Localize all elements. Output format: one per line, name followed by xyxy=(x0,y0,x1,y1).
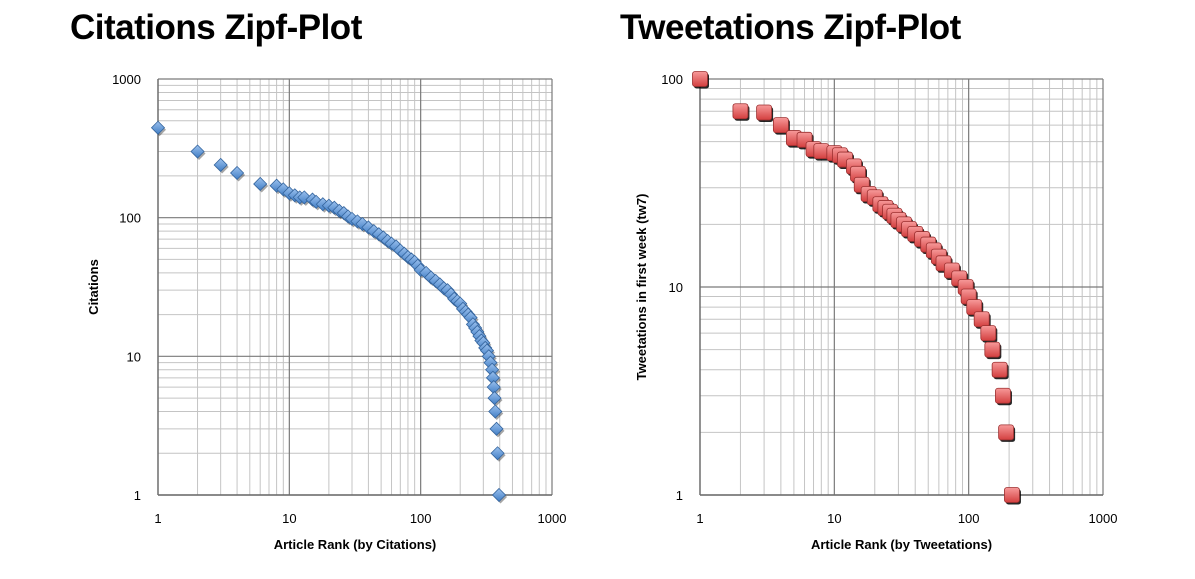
data-point xyxy=(253,176,269,193)
x-tick-label: 1000 xyxy=(538,511,567,526)
data-point xyxy=(213,157,229,174)
y-tick-label: 100 xyxy=(661,72,683,87)
x-tick-label: 1 xyxy=(154,511,161,526)
x-axis-label: Article Rank (by Tweetations) xyxy=(811,537,992,552)
chart-title: Tweetations Zipf-Plot xyxy=(620,8,961,47)
data-point xyxy=(692,71,709,89)
data-points xyxy=(692,71,1021,505)
data-points xyxy=(150,120,508,504)
data-point xyxy=(973,311,991,329)
x-tick-label: 1 xyxy=(696,511,703,526)
y-axis-label: Tweetations in first week (tw7) xyxy=(634,194,649,381)
data-point xyxy=(490,446,506,462)
data-point xyxy=(486,380,502,396)
tweetations-chart-panel: Tweetations Zipf-Plot 1 10 100 1000 1 10 100 Ar… xyxy=(598,0,1195,579)
y-tick-label: 100 xyxy=(119,211,141,226)
citations-plot: 1 10 100 1000 1 10 100 1000 Article Rank (by Cit… xyxy=(86,72,567,552)
chart-title: Citations Zipf-Plot xyxy=(70,8,362,47)
data-point xyxy=(190,144,206,161)
data-point xyxy=(995,387,1012,406)
data-point xyxy=(491,487,508,504)
y-tick-label: 10 xyxy=(669,280,683,295)
grid-lines xyxy=(699,78,1104,496)
data-point xyxy=(1004,487,1021,505)
data-point xyxy=(487,391,503,407)
data-point xyxy=(756,104,774,123)
y-tick-label: 1000 xyxy=(112,72,141,87)
data-point xyxy=(489,421,505,438)
x-tick-label: 1000 xyxy=(1089,511,1118,526)
data-point xyxy=(998,424,1016,442)
data-point xyxy=(772,117,790,135)
data-point xyxy=(488,404,504,421)
x-tick-label: 100 xyxy=(410,511,432,526)
x-tick-label: 10 xyxy=(282,511,296,526)
x-tick-label: 100 xyxy=(958,511,980,526)
citations-chart-panel: Citations Zipf-Plot 1 10 100 1000 1 10 100 1000… xyxy=(70,8,567,552)
grid-lines xyxy=(157,78,553,496)
data-point xyxy=(984,341,1002,360)
data-point xyxy=(991,361,1009,380)
y-axis-label: Citations xyxy=(86,259,101,315)
x-axis-label: Article Rank (by Citations) xyxy=(274,537,437,552)
y-tick-label: 10 xyxy=(127,349,141,364)
y-tick-label: 1 xyxy=(676,488,683,503)
data-point xyxy=(980,325,998,343)
data-point xyxy=(150,120,166,137)
tweetations-plot: 1 10 100 1000 1 10 100 Article Rank (by Tweetat… xyxy=(634,71,1118,552)
data-point xyxy=(732,103,750,121)
data-point xyxy=(230,165,246,182)
y-tick-label: 1 xyxy=(134,488,141,503)
x-tick-label: 10 xyxy=(827,511,841,526)
